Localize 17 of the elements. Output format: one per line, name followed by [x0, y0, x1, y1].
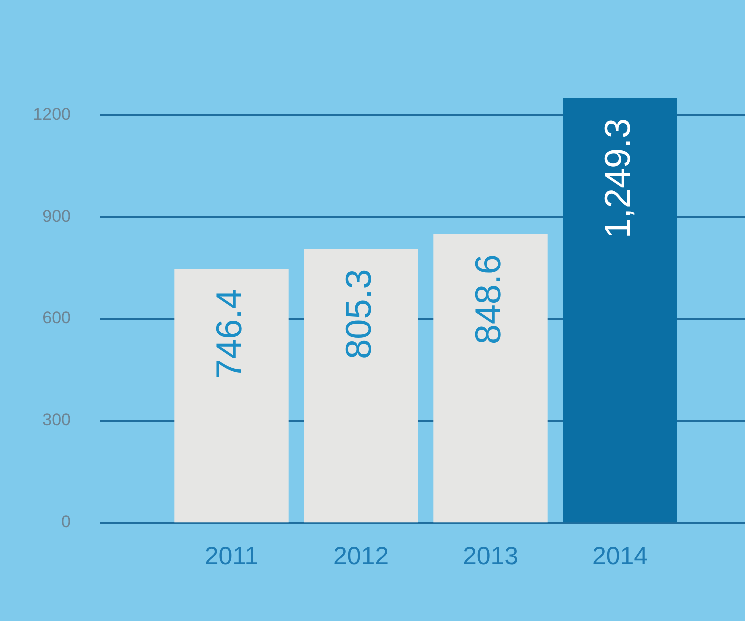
data-label: 805.3	[338, 269, 380, 360]
y-tick-label: 1200	[33, 104, 71, 124]
y-tick-label: 300	[42, 410, 71, 430]
data-label: 746.4	[208, 289, 250, 380]
data-label: 1,249.3	[597, 118, 638, 239]
x-tick-label: 2012	[333, 542, 390, 571]
y-tick-label: 900	[42, 206, 71, 226]
x-tick-label: 2013	[462, 542, 519, 571]
y-tick-label: 600	[42, 308, 71, 328]
data-label: 848.6	[468, 254, 509, 345]
x-tick-label: 2011	[204, 542, 259, 571]
bar	[563, 98, 678, 523]
x-tick-label: 2014	[592, 542, 648, 571]
y-tick-label: 0	[62, 512, 71, 532]
bar	[434, 234, 548, 523]
bar	[304, 249, 418, 523]
bar	[174, 269, 289, 523]
